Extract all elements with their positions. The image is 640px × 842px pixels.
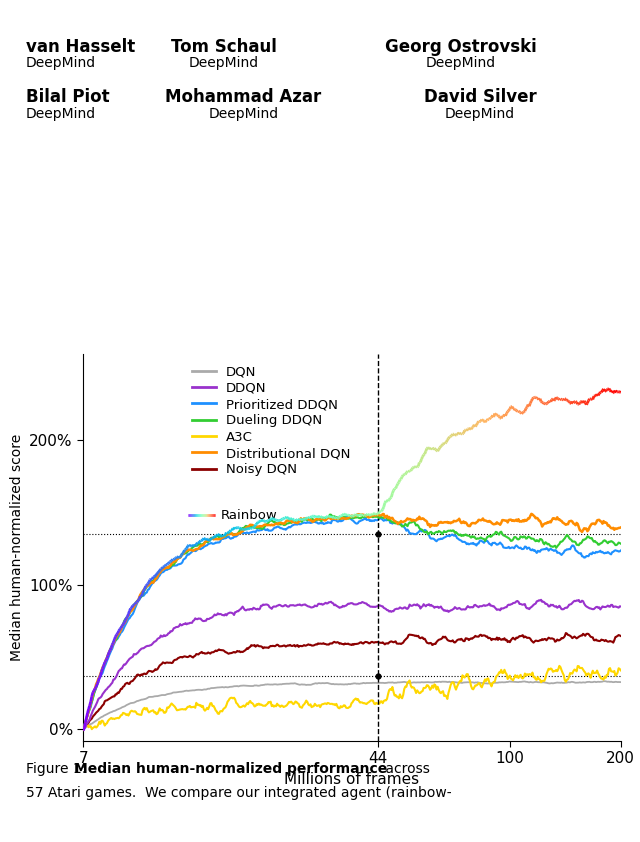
Text: Bilal Piot: Bilal Piot [26,88,109,106]
Line: Noisy DQN: Noisy DQN [83,633,621,728]
DDQN [338,602,346,612]
DDQN [605,601,612,611]
Prioritized DDQN [338,516,346,526]
Distributional DQN [79,724,87,734]
Text: Median human-normalized performance: Median human-normalized performance [74,762,387,776]
A3C [521,669,529,679]
Text: van Hasselt: van Hasselt [26,38,135,56]
Line: DDQN: DDQN [83,600,621,730]
A3C [617,665,625,675]
Prioritized DDQN [617,546,625,556]
A3C [606,663,614,673]
Noisy DQN [562,628,570,638]
DQN [600,676,607,686]
Line: DQN: DQN [83,681,621,729]
Prioritized DDQN [79,724,87,734]
Distributional DQN [335,513,342,523]
Text: DeepMind: DeepMind [208,107,278,121]
Noisy DQN [605,637,612,647]
Noisy DQN [399,637,407,647]
A3C [336,703,344,713]
A3C [401,684,408,694]
DQN [338,679,346,690]
Text: Tom Schaul: Tom Schaul [171,38,277,56]
Distributional DQN [399,517,407,527]
DDQN [335,602,342,612]
DQN [520,676,527,686]
Prioritized DDQN [401,522,408,532]
DQN [605,677,612,687]
Dueling DDQN [339,512,347,522]
Distributional DQN [527,509,535,519]
A3C [556,661,563,671]
DDQN [371,602,378,612]
A3C [79,722,87,732]
Dueling DDQN [605,536,612,546]
DDQN [399,603,407,613]
DDQN [617,601,625,611]
Prioritized DDQN [335,516,342,526]
Text: DeepMind: DeepMind [426,56,496,71]
Dueling DDQN [371,512,379,522]
Text: Rainbow: Rainbow [220,509,277,522]
Noisy DQN [338,639,346,649]
Dueling DDQN [336,514,344,524]
A3C [88,724,95,734]
Noisy DQN [617,631,625,641]
DQN [399,677,407,687]
Distributional DQN [520,516,527,526]
Line: Dueling DDQN: Dueling DDQN [83,514,621,729]
Text: Georg Ostrovski: Georg Ostrovski [385,38,537,56]
Noisy DQN [371,637,378,647]
Prioritized DDQN [343,511,351,521]
Noisy DQN [520,632,527,642]
Text: DeepMind: DeepMind [189,56,259,71]
Dueling DDQN [521,531,529,541]
DDQN [79,725,87,735]
Dueling DDQN [401,520,408,530]
Line: Prioritized DDQN: Prioritized DDQN [83,516,621,729]
DQN [335,679,342,690]
Noisy DQN [79,723,87,733]
DQN [79,724,87,734]
X-axis label: Millions of frames: Millions of frames [284,772,420,787]
DQN [371,678,378,688]
Dueling DDQN [326,509,333,520]
DDQN [520,600,527,610]
Y-axis label: Median human-normalized score: Median human-normalized score [10,434,24,661]
A3C [339,701,347,711]
Noisy DQN [335,637,342,647]
Text: DeepMind: DeepMind [445,107,515,121]
DQN [617,677,625,687]
Line: Distributional DQN: Distributional DQN [83,514,621,729]
Text: David Silver: David Silver [424,88,536,106]
Prioritized DDQN [605,548,612,558]
Text: Figure 1:: Figure 1: [26,762,90,776]
Text: across: across [381,762,429,776]
Line: A3C: A3C [83,666,621,729]
Text: 57 Atari games.  We compare our integrated agent (rainbow-: 57 Atari games. We compare our integrate… [26,786,451,800]
Distributional DQN [605,520,612,530]
Legend: DQN, DDQN, Prioritized DDQN, Dueling DDQN, A3C, Distributional DQN, Noisy DQN: DQN, DDQN, Prioritized DDQN, Dueling DDQ… [187,360,356,482]
Prioritized DDQN [521,541,529,552]
Dueling DDQN [79,724,87,734]
Text: Mohammad Azar: Mohammad Azar [165,88,321,106]
Text: DeepMind: DeepMind [26,56,96,71]
A3C [371,699,379,709]
Dueling DDQN [617,539,625,549]
Distributional DQN [371,510,378,520]
Distributional DQN [617,522,625,532]
Distributional DQN [338,514,346,524]
Prioritized DDQN [371,514,379,525]
Text: DeepMind: DeepMind [26,107,96,121]
DDQN [537,594,545,605]
